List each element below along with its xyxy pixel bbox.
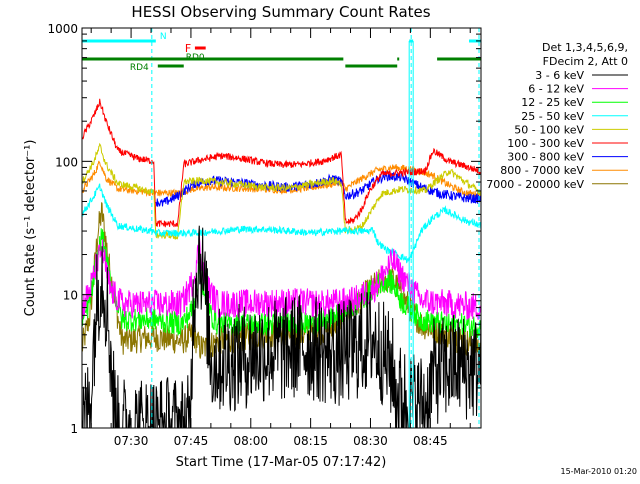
y-tick-label: 10 [63, 289, 78, 303]
series-line-50-100-kev [82, 142, 481, 241]
legend-header-line: Det 1,3,4,5,6,9, [542, 41, 628, 54]
x-axis-label: Start Time (17-Mar-05 07:17:42) [176, 455, 387, 470]
series-line-25-50-kev [82, 183, 481, 264]
legend-entry-label: 3 - 6 keV [535, 69, 584, 82]
timestamp-stamp: 15-Mar-2010 01:20 [561, 467, 638, 476]
series-line-12-25-kev [82, 228, 481, 338]
series-line-100-300-kev [82, 98, 481, 228]
y-axis-label: Count Rate (s⁻¹ detector⁻¹) [23, 140, 38, 317]
legend-entry-label: 12 - 25 keV [521, 96, 584, 109]
attenuator-flag-label: N [160, 32, 167, 42]
series-group [82, 98, 481, 428]
legend-entry-label: 800 - 7000 keV [500, 164, 584, 177]
x-tick-label: 08:30 [353, 434, 388, 448]
y-tick-label: 1 [70, 422, 78, 436]
series-line-3-6-kev [82, 225, 481, 428]
rd4-flag-label: RD4 [130, 63, 149, 73]
rd0-flag-label: RD0 [186, 53, 205, 63]
legend-entry-label: 25 - 50 keV [521, 110, 584, 123]
series-line-6-12-kev [82, 235, 481, 320]
x-tick-label: 07:30 [114, 434, 149, 448]
x-tick-label: 08:15 [293, 434, 328, 448]
x-tick-label: 08:00 [233, 434, 268, 448]
legend-entry-label: 6 - 12 keV [528, 83, 584, 96]
y-tick-label: 1000 [47, 22, 78, 36]
x-tick-label: 08:45 [413, 434, 448, 448]
legend-entry-label: 300 - 800 keV [507, 151, 584, 164]
chart-title: HESSI Observing Summary Count Rates [131, 3, 430, 21]
legend: Det 1,3,4,5,6,9,FDecim 2, Att 03 - 6 keV… [486, 41, 628, 191]
flare-flag-label: F [185, 42, 191, 55]
legend-entry-label: 50 - 100 keV [514, 123, 584, 136]
legend-entry-label: 7000 - 20000 keV [486, 178, 584, 191]
legend-entry-label: 100 - 300 keV [507, 137, 584, 150]
x-tick-label: 07:45 [174, 434, 209, 448]
plot-frame [81, 27, 482, 429]
legend-header-line: FDecim 2, Att 0 [543, 55, 628, 68]
y-tick-label: 100 [55, 155, 78, 169]
